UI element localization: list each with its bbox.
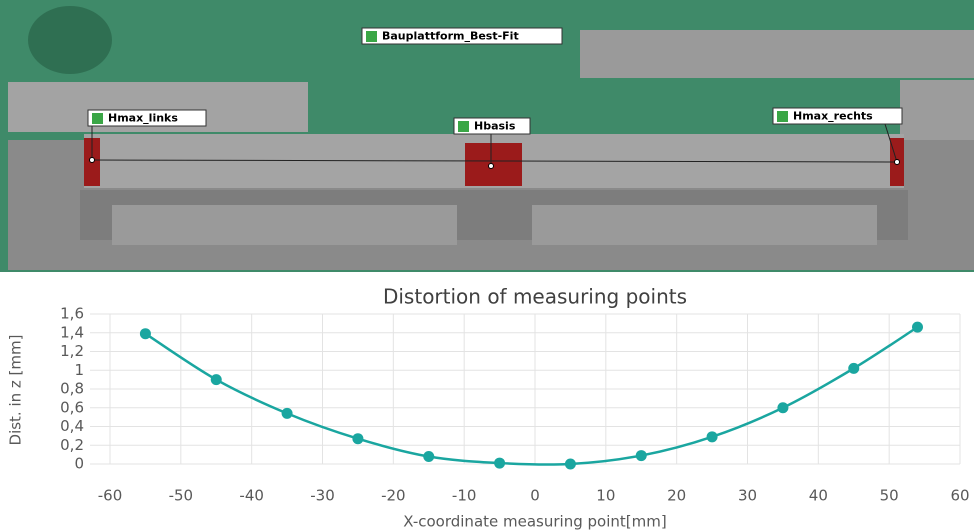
marker: [282, 408, 293, 419]
marker: [636, 450, 647, 461]
marker: [848, 363, 859, 374]
chart-title: Distortion of measuring points: [383, 285, 687, 309]
x-tick-label: 0: [530, 487, 540, 505]
page: {"scene": {"labels": ["Bauplattform_Best…: [0, 0, 974, 532]
marker: [423, 451, 434, 462]
label: Hmax_links: [108, 112, 178, 125]
y-tick-label: 1,2: [60, 342, 84, 360]
y-tick-label: 1: [74, 361, 84, 379]
marker: [352, 433, 363, 444]
y-tick-label: 0,4: [60, 417, 84, 435]
line: [145, 327, 917, 464]
marker: [777, 402, 788, 413]
lattice: [580, 30, 974, 78]
x-tick-label: 10: [596, 487, 615, 505]
label: Bauplattform_Best-Fit: [382, 30, 519, 43]
chart: Distortion of measuring points X-coordin…: [0, 272, 974, 532]
hole: [28, 6, 112, 74]
marker: [565, 459, 576, 470]
point: [489, 164, 494, 169]
x-tick-label: 50: [880, 487, 899, 505]
x-tick-label: 30: [738, 487, 757, 505]
x-tick-label: -60: [98, 487, 123, 505]
y-tick-label: 0,8: [60, 380, 84, 398]
marker: [494, 458, 505, 469]
marker: [912, 322, 923, 333]
scan-render: Bauplattform_Best-Fit Hmax_links Hbasis …: [0, 0, 974, 272]
marker: [211, 374, 222, 385]
point: [90, 158, 95, 163]
label-box: Hmax_rechts: [773, 108, 902, 124]
x-tick-label: -20: [381, 487, 406, 505]
x-axis-label: X-coordinate measuring point[mm]: [403, 513, 666, 531]
label: Hmax_rechts: [793, 110, 873, 123]
y-tick-label: 1,4: [60, 323, 84, 341]
x-tick-label: 40: [809, 487, 828, 505]
x-tick-label: -10: [452, 487, 477, 505]
label-box: Bauplattform_Best-Fit: [362, 28, 562, 44]
lattice: [112, 205, 457, 245]
label: Hbasis: [474, 120, 516, 133]
y-tick-label: 1,6: [60, 305, 84, 323]
point: [895, 160, 900, 165]
y-tick-label: 0,2: [60, 436, 84, 454]
x-tick-label: -30: [310, 487, 335, 505]
label-box: Hbasis: [454, 118, 530, 134]
y-axis-label: Dist. in z [mm]: [7, 335, 25, 446]
lattice: [532, 205, 877, 245]
x-tick-label: -50: [169, 487, 194, 505]
y-tick-label: 0,6: [60, 398, 84, 416]
marker: [707, 431, 718, 442]
marker: [140, 328, 151, 339]
x-tick-label: 20: [667, 487, 686, 505]
label-box: Hmax_links: [88, 110, 206, 126]
x-tick-label: 60: [950, 487, 969, 505]
y-tick-label: 0: [74, 455, 84, 473]
x-tick-label: -40: [239, 487, 264, 505]
